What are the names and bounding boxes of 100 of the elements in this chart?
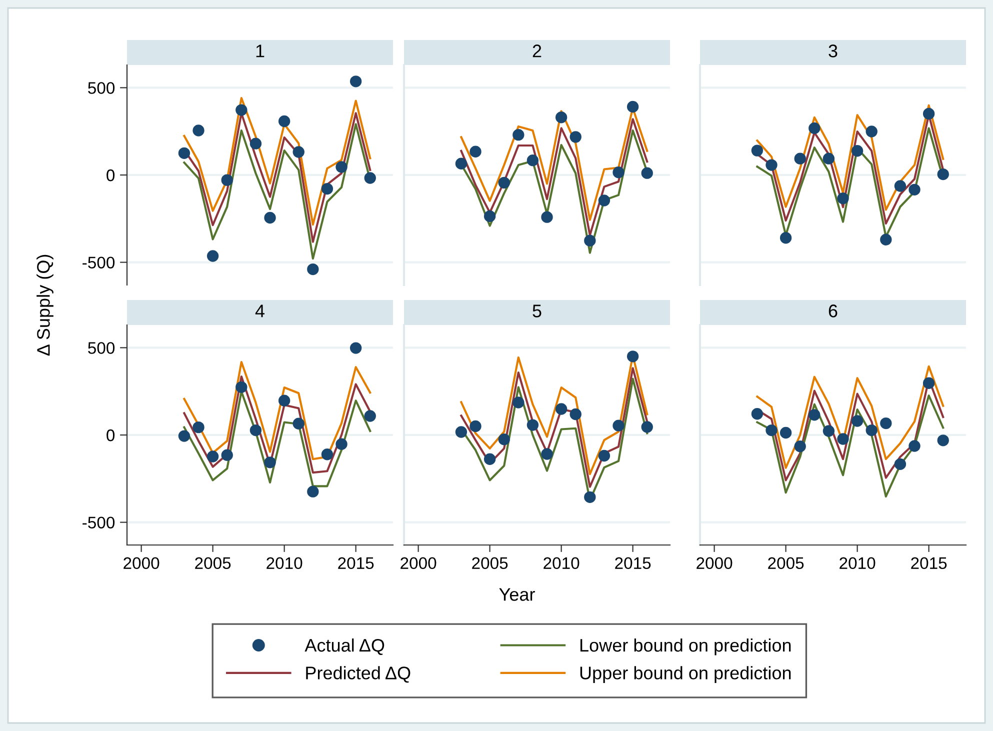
legend-label: Upper bound on prediction bbox=[580, 666, 791, 683]
point bbox=[612, 420, 624, 432]
point bbox=[178, 430, 190, 442]
x-tick-label: 2005 bbox=[472, 557, 508, 570]
chart-title: 2 bbox=[532, 44, 542, 58]
point bbox=[470, 420, 482, 432]
y-axis-title: Δ Supply (Q) bbox=[36, 254, 54, 356]
x-axis-title: Year bbox=[499, 588, 535, 601]
point bbox=[880, 234, 892, 246]
point bbox=[851, 415, 864, 427]
point bbox=[766, 159, 778, 171]
y-tick-label: -500 bbox=[82, 256, 115, 269]
point bbox=[626, 350, 639, 362]
point bbox=[570, 408, 582, 420]
point bbox=[307, 263, 319, 276]
point bbox=[292, 418, 304, 430]
point bbox=[866, 424, 878, 436]
chart-title: 3 bbox=[828, 44, 838, 58]
point bbox=[278, 115, 290, 128]
point bbox=[851, 145, 864, 157]
point bbox=[336, 161, 348, 173]
legend-label: Predicted ΔQ bbox=[306, 666, 410, 683]
chart-title: 1 bbox=[256, 44, 264, 58]
point bbox=[894, 180, 906, 192]
point bbox=[751, 144, 764, 156]
chart-title: 5 bbox=[532, 304, 542, 318]
point bbox=[598, 194, 610, 206]
chart-title: 4 bbox=[255, 304, 264, 318]
point bbox=[321, 182, 334, 195]
point bbox=[350, 76, 362, 88]
point bbox=[498, 176, 510, 189]
point bbox=[541, 211, 553, 223]
point bbox=[321, 448, 334, 460]
point bbox=[837, 192, 849, 204]
point bbox=[484, 453, 496, 465]
point bbox=[292, 146, 304, 158]
point bbox=[236, 381, 248, 394]
point bbox=[526, 154, 539, 166]
point bbox=[598, 450, 610, 462]
y-tick-label: 0 bbox=[106, 429, 115, 442]
point bbox=[192, 421, 204, 434]
point bbox=[908, 184, 920, 196]
point bbox=[751, 408, 764, 420]
point bbox=[584, 234, 596, 246]
point bbox=[526, 419, 539, 431]
point bbox=[541, 448, 553, 460]
point bbox=[206, 450, 219, 462]
point bbox=[512, 396, 524, 408]
point bbox=[641, 421, 653, 433]
point bbox=[206, 250, 219, 262]
point bbox=[264, 212, 276, 224]
x-tick-label: 2015 bbox=[615, 557, 651, 570]
line-series bbox=[183, 96, 372, 226]
point bbox=[336, 438, 348, 450]
point bbox=[350, 342, 362, 354]
point bbox=[808, 122, 820, 134]
point bbox=[908, 440, 920, 452]
chart-title: 6 bbox=[828, 304, 838, 318]
point bbox=[250, 138, 262, 150]
point bbox=[837, 433, 849, 445]
point bbox=[822, 152, 835, 164]
point bbox=[484, 210, 496, 222]
point bbox=[221, 449, 233, 461]
point bbox=[470, 146, 482, 158]
x-tick-label: 2000 bbox=[696, 557, 732, 570]
point bbox=[584, 491, 596, 504]
point bbox=[922, 108, 935, 120]
point bbox=[612, 166, 624, 178]
point bbox=[364, 172, 376, 184]
y-tick-label: 500 bbox=[88, 82, 115, 94]
x-tick-label: 2010 bbox=[840, 557, 876, 570]
x-tick-label: 2000 bbox=[124, 557, 160, 570]
point bbox=[894, 458, 906, 470]
point bbox=[192, 124, 204, 136]
point bbox=[937, 434, 949, 446]
point bbox=[780, 426, 792, 439]
point bbox=[364, 410, 376, 422]
x-tick-label: 2015 bbox=[338, 557, 374, 570]
y-tick-label: 500 bbox=[88, 342, 115, 354]
point bbox=[822, 425, 835, 437]
point bbox=[264, 456, 276, 468]
point bbox=[455, 158, 468, 170]
point bbox=[512, 128, 524, 141]
point bbox=[570, 131, 582, 143]
point bbox=[221, 174, 233, 186]
point bbox=[250, 424, 262, 436]
x-tick-label: 2015 bbox=[911, 557, 947, 570]
legend-label: Lower bound on prediction bbox=[580, 638, 791, 656]
x-tick-label: 2005 bbox=[768, 557, 804, 570]
point bbox=[236, 104, 248, 116]
point bbox=[307, 486, 319, 498]
point bbox=[794, 440, 806, 452]
point bbox=[555, 403, 568, 415]
x-tick-label: 2005 bbox=[195, 557, 231, 570]
point bbox=[555, 112, 568, 124]
point bbox=[808, 409, 820, 421]
point bbox=[937, 168, 949, 180]
point bbox=[178, 147, 190, 160]
point bbox=[455, 426, 468, 438]
y-tick-label: -500 bbox=[82, 516, 115, 529]
